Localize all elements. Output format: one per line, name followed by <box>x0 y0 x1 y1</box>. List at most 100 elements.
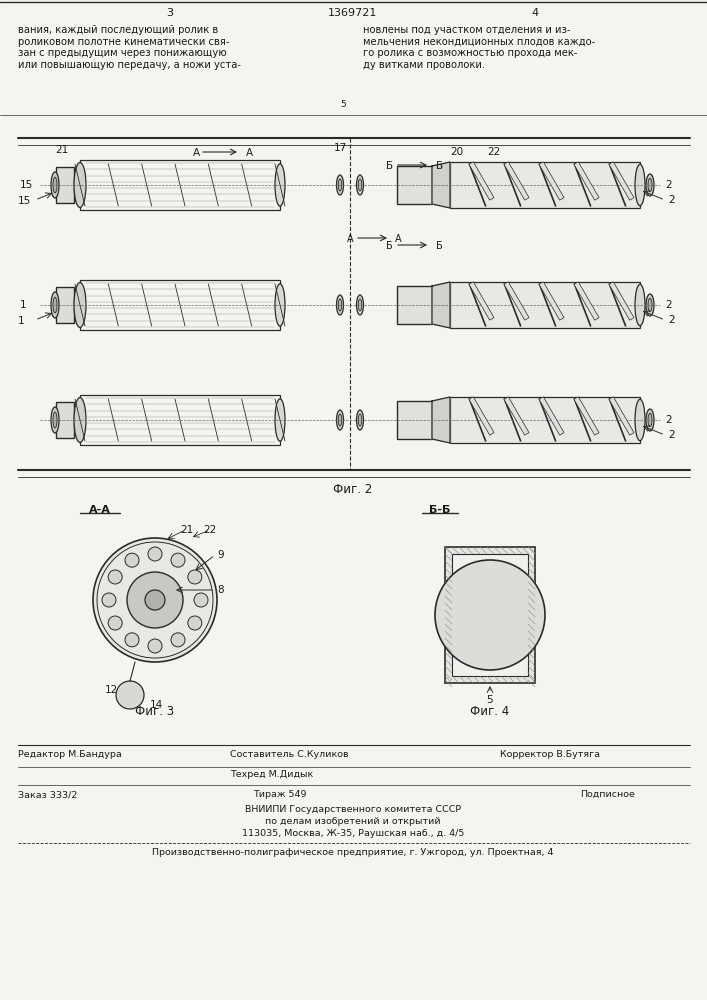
Text: Б: Б <box>386 161 393 171</box>
Bar <box>609 397 634 435</box>
Ellipse shape <box>356 410 363 430</box>
Ellipse shape <box>275 399 285 441</box>
Circle shape <box>108 616 122 630</box>
Text: Техред М.Дидык: Техред М.Дидык <box>230 770 313 779</box>
Ellipse shape <box>74 282 86 328</box>
Bar <box>56 167 74 203</box>
Text: 2: 2 <box>668 315 674 325</box>
Circle shape <box>148 547 162 561</box>
Ellipse shape <box>648 178 652 192</box>
Ellipse shape <box>648 413 652 427</box>
Bar <box>504 282 529 320</box>
Text: 1: 1 <box>20 300 27 310</box>
Circle shape <box>108 570 122 584</box>
Text: 4: 4 <box>532 8 539 18</box>
Text: 15: 15 <box>20 180 33 190</box>
Polygon shape <box>432 162 450 208</box>
Bar <box>469 397 494 435</box>
Ellipse shape <box>356 295 363 315</box>
Bar <box>504 397 529 435</box>
Text: 3: 3 <box>167 8 173 18</box>
Ellipse shape <box>358 299 362 311</box>
Circle shape <box>125 553 139 567</box>
Text: Фиг. 4: Фиг. 4 <box>470 705 510 718</box>
Ellipse shape <box>635 164 645 206</box>
Bar <box>504 162 529 200</box>
Text: Заказ 333/2: Заказ 333/2 <box>18 790 77 799</box>
Bar <box>469 282 494 320</box>
Circle shape <box>188 570 201 584</box>
Ellipse shape <box>338 414 341 426</box>
Text: Редактор М.Бандура: Редактор М.Бандура <box>18 750 122 759</box>
Text: 2: 2 <box>665 300 672 310</box>
Bar <box>574 282 599 320</box>
Text: 113035, Москва, Ж-35, Раушская наб., д. 4/5: 113035, Москва, Ж-35, Раушская наб., д. … <box>242 829 464 838</box>
Text: 5: 5 <box>340 100 346 109</box>
Text: 8: 8 <box>217 585 223 595</box>
Text: 20: 20 <box>450 147 463 157</box>
Text: А: А <box>193 148 200 158</box>
Bar <box>469 162 494 200</box>
Text: 1: 1 <box>18 316 25 326</box>
Ellipse shape <box>275 164 285 206</box>
Ellipse shape <box>338 299 341 311</box>
Circle shape <box>125 633 139 647</box>
Text: новлены под участком отделения и из-
мельчения некондиционных плодов каждо-
го р: новлены под участком отделения и из- мел… <box>363 25 595 70</box>
Ellipse shape <box>51 172 59 198</box>
Ellipse shape <box>53 297 57 313</box>
Ellipse shape <box>275 284 285 326</box>
Ellipse shape <box>648 298 652 312</box>
Ellipse shape <box>356 175 363 195</box>
Polygon shape <box>432 397 450 443</box>
Text: А: А <box>347 234 354 244</box>
Bar <box>445 547 535 683</box>
Text: Б: Б <box>386 241 393 251</box>
Text: Б: Б <box>436 241 443 251</box>
Circle shape <box>145 590 165 610</box>
Text: вания, каждый последующий ролик в
роликовом полотне кинематически свя-
зан с пре: вания, каждый последующий ролик в ролико… <box>18 25 241 70</box>
Text: Корректор В.Бутяга: Корректор В.Бутяга <box>500 750 600 759</box>
Circle shape <box>102 593 116 607</box>
Ellipse shape <box>53 412 57 428</box>
Text: 9: 9 <box>217 550 223 560</box>
Bar <box>450 397 640 443</box>
Text: Подписное: Подписное <box>580 790 635 799</box>
Polygon shape <box>432 282 450 328</box>
Ellipse shape <box>635 399 645 441</box>
Text: Б: Б <box>436 161 443 171</box>
Circle shape <box>194 593 208 607</box>
Bar <box>80 280 280 330</box>
Bar <box>609 282 634 320</box>
Text: Тираж 549: Тираж 549 <box>253 790 307 799</box>
Ellipse shape <box>337 410 344 430</box>
Text: 14: 14 <box>150 700 163 710</box>
Bar <box>574 162 599 200</box>
Text: 15: 15 <box>18 196 31 206</box>
Bar <box>397 166 433 204</box>
Bar <box>450 282 640 328</box>
Ellipse shape <box>51 292 59 318</box>
Bar <box>539 282 564 320</box>
Text: 2: 2 <box>665 415 672 425</box>
Bar <box>539 397 564 435</box>
Text: 1369721: 1369721 <box>328 8 378 18</box>
Text: ВНИИПИ Государственного комитета СССР: ВНИИПИ Государственного комитета СССР <box>245 805 461 814</box>
Ellipse shape <box>338 179 341 191</box>
Text: А: А <box>395 234 402 244</box>
Ellipse shape <box>337 295 344 315</box>
Text: по делам изобретений и открытий: по делам изобретений и открытий <box>265 817 440 826</box>
Text: 12: 12 <box>105 685 118 695</box>
Text: 2: 2 <box>668 195 674 205</box>
Circle shape <box>148 639 162 653</box>
Ellipse shape <box>74 162 86 208</box>
Bar <box>450 162 640 208</box>
Text: Б-Б: Б-Б <box>429 505 450 515</box>
Bar <box>80 395 280 445</box>
Bar <box>574 397 599 435</box>
Circle shape <box>188 616 201 630</box>
Text: Производственно-полиграфическое предприятие, г. Ужгород, ул. Проектная, 4: Производственно-полиграфическое предприя… <box>152 848 554 857</box>
Text: Фиг. 3: Фиг. 3 <box>136 705 175 718</box>
Bar <box>397 401 433 439</box>
Ellipse shape <box>358 179 362 191</box>
Bar <box>539 162 564 200</box>
